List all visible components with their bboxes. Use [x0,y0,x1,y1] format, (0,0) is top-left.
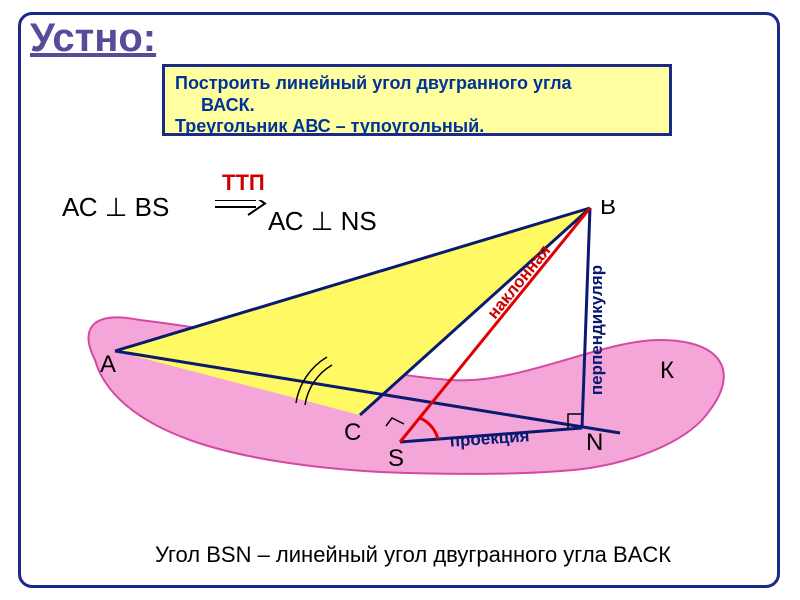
point-b: В [600,200,616,220]
point-c: С [344,419,361,446]
point-k: К [660,357,674,384]
point-a: А [100,351,116,378]
implies-arrow [215,200,265,215]
label-ttp: ТТП [222,170,265,196]
task-box: Построить линейный угол двугранного угла… [162,64,672,136]
slide-title: Устно: [30,16,156,61]
task-line-1: Построить линейный угол двугранного угла [175,73,659,95]
conclusion-text: Угол BSN – линейный угол двугранного угл… [155,542,671,568]
task-line-2: ВАСК. [175,95,659,117]
point-n: N [586,429,603,456]
task-line-3: Треугольник АВС – тупоугольный. [175,116,659,138]
label-perpendikulyar: перпендикуляр [587,265,606,395]
geometry-diagram: наклонная перпендикуляр проекция А В С S… [60,200,760,530]
point-s: S [388,445,404,472]
